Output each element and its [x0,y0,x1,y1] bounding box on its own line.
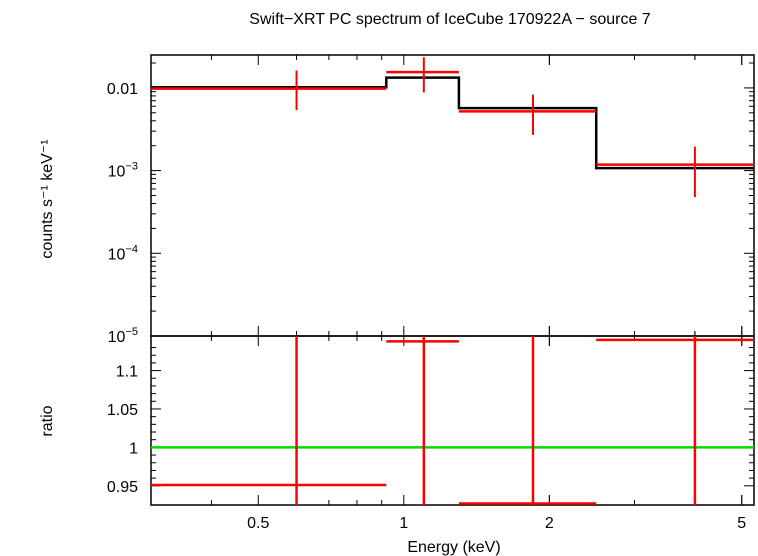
chart-title: Swift−XRT PC spectrum of IceCube 170922A… [249,11,651,28]
x-tick-label: 0.5 [247,515,269,532]
model-step-line [151,76,754,170]
data-point [596,146,754,197]
y-tick-label: 10−4 [108,243,138,263]
x-tick-label: 1 [399,515,408,532]
x-tick-label: 5 [737,515,746,532]
y-tick-label: 0.01 [107,81,138,98]
ratio-y-axis-label: ratio [39,405,56,436]
ratio-point [151,336,387,505]
spectrum-frame [150,54,755,337]
y-tick-label: 10−5 [108,326,138,346]
ratio-point [596,336,754,505]
ratio-frame [150,335,755,506]
y-tick-label: 1 [129,440,138,457]
ratio-point [386,336,459,505]
ratio-panel: 0.5 1 2 5 0.95 1 1.05 1.1 [107,335,755,532]
y-tick-label: 1.05 [107,402,138,419]
y-tick-label: 1.1 [116,364,138,381]
y-tick-label: 10−3 [108,161,138,181]
x-tick-label: 2 [545,515,554,532]
spectrum-panel: 0.01 10−3 10−4 10−5 [107,54,755,346]
x-axis-label: Energy (keV) [407,539,500,556]
y-tick-label: 0.95 [107,479,138,496]
data-point [386,57,459,93]
ratio-point [458,336,597,505]
data-point [458,94,597,135]
spectrum-y-axis-label: counts s⁻¹ keV⁻¹ [39,139,56,258]
data-point [151,70,387,111]
